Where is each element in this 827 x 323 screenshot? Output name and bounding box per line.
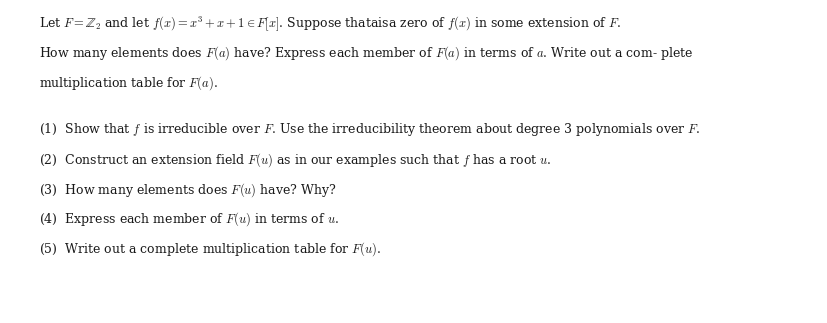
Text: (5)  Write out a complete multiplication table for $F(u)$.: (5) Write out a complete multiplication … (39, 240, 381, 258)
Text: (3)  How many elements does $F(u)$ have? Why?: (3) How many elements does $F(u)$ have? … (39, 181, 336, 199)
Text: Let $F = \mathbb{Z}_2$ and let $f(x) = x^3 + x + 1 \in F[x]$. Suppose thataisa z: Let $F = \mathbb{Z}_2$ and let $f(x) = x… (39, 15, 620, 33)
Text: (4)  Express each member of $F(u)$ in terms of $u$.: (4) Express each member of $F(u)$ in ter… (39, 211, 338, 228)
Text: (1)  Show that $f$ is irreducible over $F$. Use the irreducibility theorem about: (1) Show that $f$ is irreducible over $F… (39, 121, 700, 139)
Text: multiplication table for $F(a)$.: multiplication table for $F(a)$. (39, 74, 218, 92)
Text: (2)  Construct an extension field $F(u)$ as in our examples such that $f$ has a : (2) Construct an extension field $F(u)$ … (39, 151, 551, 169)
Text: How many elements does $F(a)$ have? Express each member of $F(a)$ in terms of $a: How many elements does $F(a)$ have? Expr… (39, 44, 693, 62)
